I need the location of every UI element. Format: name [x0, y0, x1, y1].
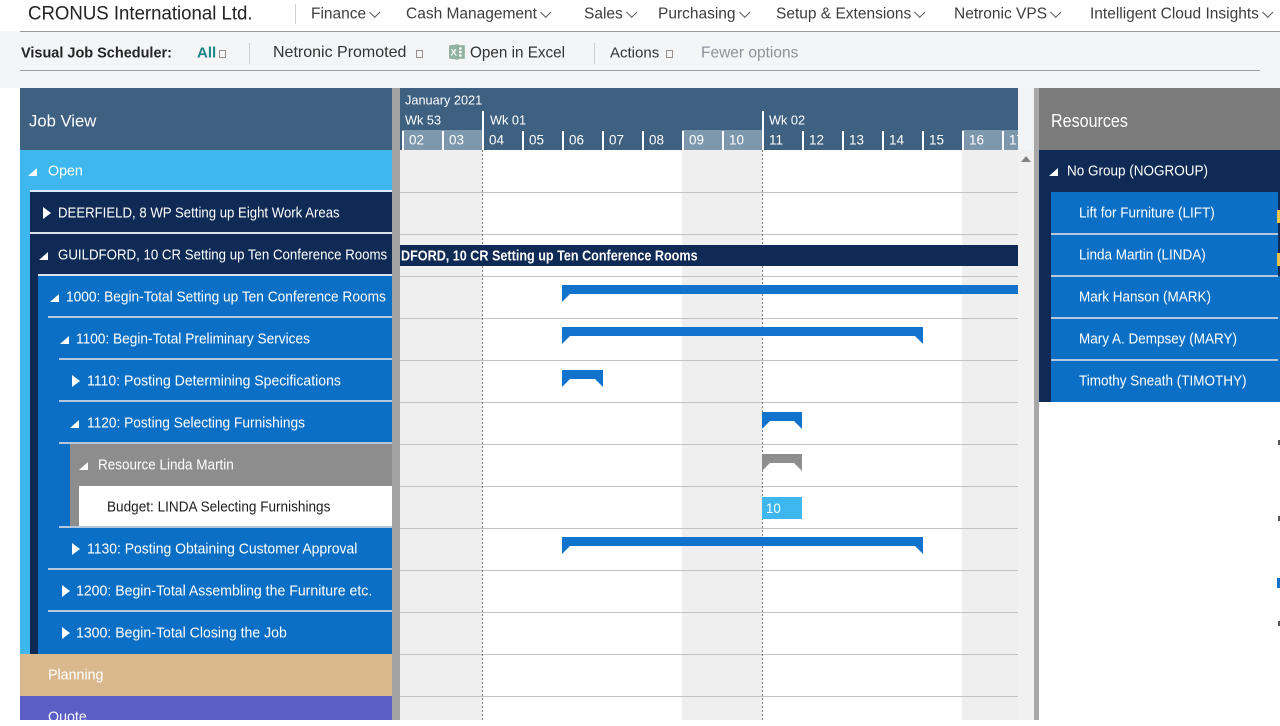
svg-text:X: X [451, 48, 458, 59]
